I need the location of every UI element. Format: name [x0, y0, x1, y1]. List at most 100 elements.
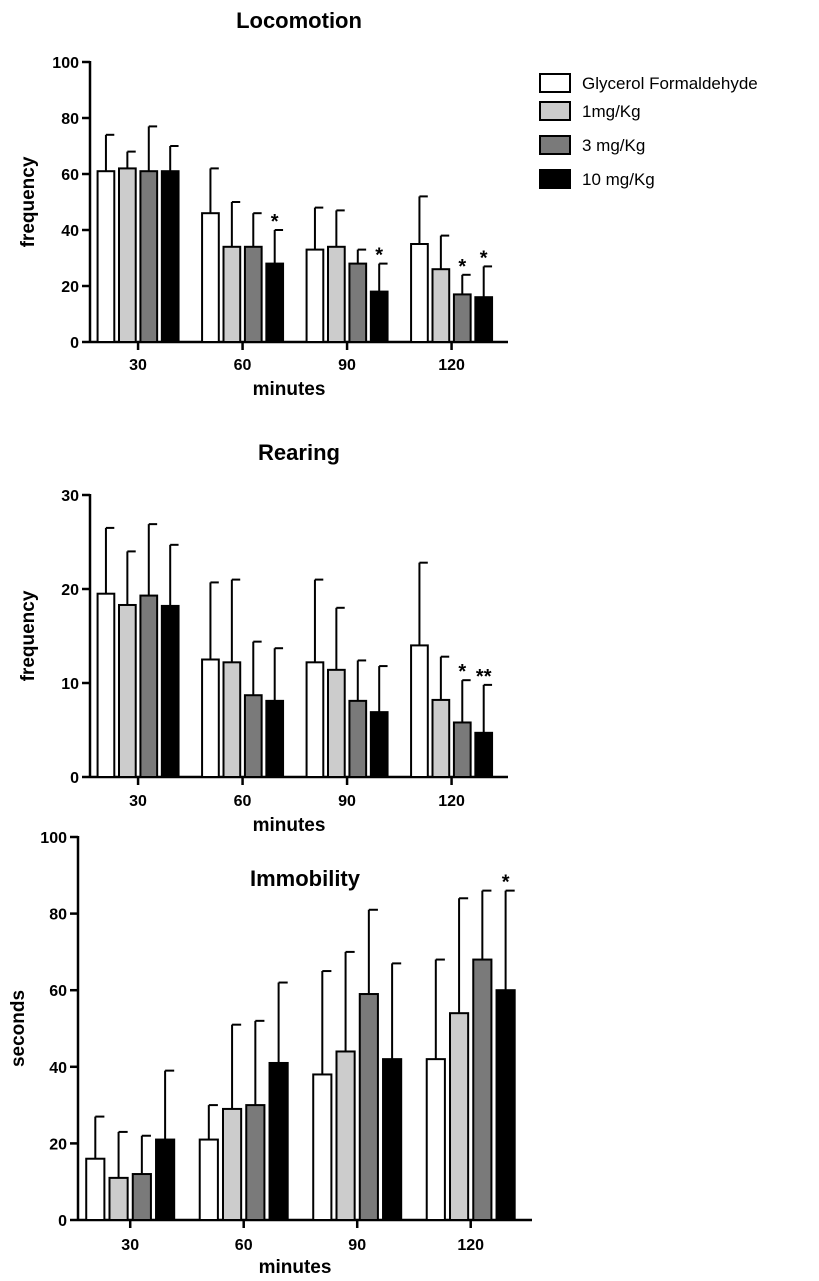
immobility-chart: Immobility 0 20 40 60 80 100 seconds 30 60 90 120 * m…	[8, 830, 532, 1278]
bar	[221, 1107, 243, 1222]
bar	[245, 1104, 266, 1221]
significance-marker: *	[458, 661, 466, 683]
x-tick-label: 30	[129, 793, 147, 810]
bar	[139, 594, 159, 779]
legend-label-10mg: 10 mg/Kg	[582, 170, 655, 189]
bar	[243, 245, 263, 343]
y-tick-label: 100	[40, 830, 67, 847]
bar	[160, 604, 180, 778]
bar	[139, 170, 159, 343]
bar	[369, 290, 389, 344]
bar	[222, 661, 242, 779]
bar	[495, 989, 516, 1222]
legend-swatch-10mg	[539, 169, 571, 189]
y-tick-label: 0	[70, 770, 79, 787]
bar	[96, 170, 116, 343]
bar	[201, 658, 220, 778]
bar	[222, 245, 242, 343]
y-tick-label: 40	[49, 1060, 67, 1077]
bar	[243, 694, 263, 778]
x-axis-label: minutes	[253, 379, 326, 400]
y-tick-label: 40	[61, 223, 79, 240]
bar	[265, 699, 285, 778]
bar	[348, 262, 368, 344]
y-axis-label: frequency	[18, 156, 39, 247]
y-tick-label: 20	[61, 279, 79, 296]
bar	[160, 170, 180, 343]
bar	[131, 1173, 152, 1222]
bar	[155, 1138, 176, 1221]
bar	[268, 1061, 289, 1221]
bar	[326, 668, 346, 779]
bar	[431, 268, 451, 344]
bar	[117, 167, 137, 343]
bar	[452, 721, 472, 778]
y-tick-label: 20	[49, 1136, 67, 1153]
x-axis-label: minutes	[259, 1257, 332, 1278]
bar	[474, 731, 494, 779]
y-tick-label: 100	[52, 55, 79, 72]
x-axis-label: minutes	[253, 815, 326, 836]
bar	[382, 1058, 403, 1222]
legend-label-3mg: 3 mg/Kg	[582, 136, 645, 155]
significance-marker: *	[458, 256, 466, 278]
y-tick-label: 80	[49, 907, 67, 924]
significance-marker: *	[480, 247, 488, 269]
y-tick-label: 0	[58, 1213, 67, 1230]
bar	[198, 1138, 219, 1221]
significance-marker: *	[502, 872, 510, 894]
y-tick-label: 60	[49, 983, 67, 1000]
bar	[108, 1176, 129, 1221]
bar	[452, 293, 472, 343]
x-tick-label: 120	[438, 357, 465, 374]
locomotion-chart: Locomotion 0 20 40 60 80 100 frequency 30 60 * 90 * 1…	[18, 8, 508, 400]
y-tick-label: 30	[61, 488, 79, 505]
bar	[305, 248, 325, 344]
bar	[201, 212, 220, 343]
legend-label-1mg: 1mg/Kg	[582, 102, 641, 121]
bar	[265, 262, 285, 344]
legend-label-glycerol-formaldehyde: Glycerol Formaldehyde	[582, 74, 758, 93]
y-axis-label: frequency	[18, 590, 39, 681]
legend: Glycerol Formaldehyde 1mg/Kg 3 mg/Kg 10 …	[539, 73, 758, 189]
x-tick-label: 90	[348, 1237, 366, 1254]
y-tick-label: 10	[61, 676, 79, 693]
bar	[85, 1157, 106, 1221]
bar	[472, 958, 493, 1221]
bar	[410, 243, 429, 343]
bar	[117, 603, 137, 778]
legend-swatch-glycerol-formaldehyde	[539, 73, 571, 93]
y-axis-label: seconds	[8, 990, 29, 1067]
y-tick-label: 60	[61, 167, 79, 184]
x-tick-label: 120	[457, 1237, 484, 1254]
bar	[96, 592, 116, 779]
y-tick-label: 0	[70, 335, 79, 352]
bar	[326, 245, 346, 343]
bar	[425, 1058, 446, 1222]
bar	[369, 711, 389, 779]
y-tick-label: 20	[61, 582, 79, 599]
significance-marker: *	[375, 245, 383, 267]
bar	[448, 1012, 470, 1221]
x-tick-label: 90	[338, 793, 356, 810]
chart-title: Rearing	[258, 440, 340, 465]
x-tick-label: 60	[235, 1237, 253, 1254]
x-tick-label: 30	[129, 357, 147, 374]
bar	[358, 993, 379, 1222]
chart-title: Locomotion	[236, 8, 362, 33]
legend-swatch-1mg	[539, 101, 571, 121]
significance-marker: **	[476, 666, 492, 688]
bar	[312, 1073, 333, 1221]
legend-swatch-3mg	[539, 135, 571, 155]
x-tick-label: 60	[234, 793, 252, 810]
bar	[335, 1050, 356, 1221]
bar	[410, 644, 429, 779]
significance-marker: *	[271, 211, 279, 233]
bar	[474, 296, 494, 344]
x-tick-label: 90	[338, 357, 356, 374]
chart-title: Immobility	[250, 866, 361, 891]
bar	[431, 698, 451, 778]
